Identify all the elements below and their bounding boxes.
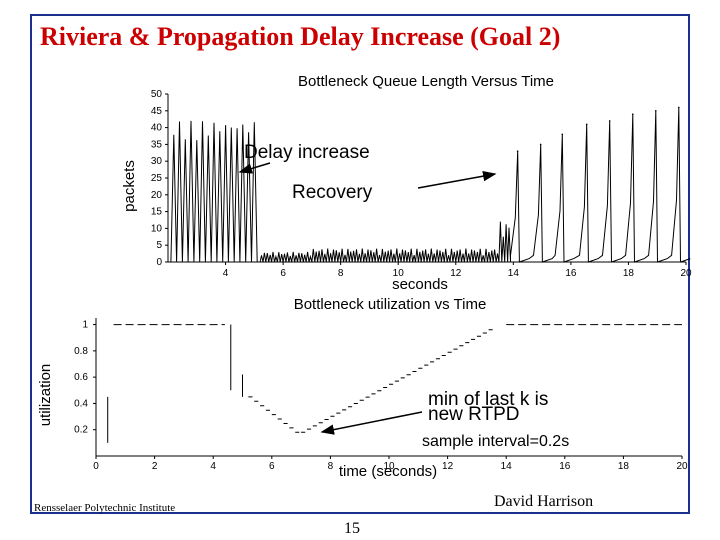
recovery-arrow	[417, 170, 497, 189]
chart2-y-tick-label: 0.6	[74, 372, 88, 383]
chart1-y-tick-label: 15	[151, 207, 163, 218]
chart1-x-tick-label: 10	[393, 268, 405, 279]
chart2-y-tick-label: 0.2	[74, 425, 88, 436]
min-of-last-k-arrow	[320, 411, 423, 435]
chart1-x-tick-label: 12	[450, 268, 462, 279]
chart2-x-tick-label: 10	[383, 461, 395, 472]
queue-peak-point	[516, 150, 519, 152]
chart2-axes	[95, 318, 682, 457]
chart1-x-ticks: 4 6 8 10 12 14 16 18 20	[223, 262, 692, 279]
chart2-y-tick-label: 0.8	[74, 346, 88, 357]
chart2-x-tick-label: 20	[676, 461, 688, 472]
chart2-x-tick-label: 2	[152, 461, 158, 472]
chart1-x-tick-label: 6	[280, 268, 286, 279]
chart2-x-tick-label: 0	[93, 461, 99, 472]
chart2-x-tick-label: 12	[442, 461, 454, 472]
delay-increase-arrow	[238, 162, 271, 174]
queue-length-line	[170, 107, 691, 263]
queue-peak-point	[561, 133, 564, 136]
queue-length-chart: Bottleneck Queue Length Versus Time 0 5 10…	[121, 73, 692, 293]
min-of-last-k-annotation: min of last k is	[428, 389, 548, 410]
chart1-queue-series	[170, 106, 691, 263]
footer-author: David Harrison	[494, 493, 594, 510]
chart1-y-tick-label: 45	[151, 106, 163, 117]
chart1-y-tick-label: 10	[151, 223, 163, 234]
chart1-x-tick-label: 4	[223, 268, 229, 279]
chart1-y-tick-label: 40	[151, 123, 163, 134]
chart2-y-tick-label: 1	[82, 320, 88, 331]
queue-peak-point	[539, 143, 542, 146]
chart2-x-tick-label: 8	[328, 461, 334, 472]
chart1-y-tick-label: 0	[156, 257, 162, 268]
footer-institution: Rensselaer Polytechnic Institute	[34, 502, 176, 514]
chart2-x-tick-label: 18	[618, 461, 630, 472]
utilization-stair-segment	[248, 396, 300, 433]
utilization-chart: Bottleneck utilization vs Time 0.2 0.4 0.6…	[37, 296, 688, 480]
chart2-x-tick-label: 16	[559, 461, 571, 472]
chart1-y-tick-label: 30	[151, 156, 163, 167]
chart1-y-tick-label: 5	[156, 240, 162, 251]
page-number: 15	[344, 520, 360, 537]
chart2-y-ticks: 0.2 0.4 0.6 0.8 1	[74, 320, 96, 436]
chart1-y-tick-label: 25	[151, 173, 163, 184]
chart2-y-label: utilization	[37, 364, 54, 427]
slide-title: Riviera & Propagation Delay Increase (Go…	[40, 22, 561, 51]
chart1-y-ticks: 0 5 10 15 20 25 30 35 40 45 50	[151, 89, 168, 268]
chart1-x-tick-label: 14	[508, 268, 520, 279]
utilization-stair-segment	[301, 329, 493, 433]
chart1-x-tick-label: 8	[338, 268, 344, 279]
chart1-y-tick-label: 50	[151, 89, 163, 100]
new-rtpd-annotation: new RTPD	[428, 404, 520, 425]
chart1-x-label: seconds	[392, 276, 448, 293]
recovery-annotation: Recovery	[292, 182, 373, 203]
chart2-x-label: time (seconds)	[339, 463, 437, 480]
slide-frame	[30, 14, 690, 514]
sample-interval-annotation: sample interval=0.2s	[422, 433, 569, 450]
chart2-x-tick-label: 4	[210, 461, 216, 472]
queue-peak-point	[631, 113, 634, 115]
chart1-y-label: packets	[121, 160, 138, 212]
chart1-y-tick-label: 35	[151, 139, 163, 150]
delay-increase-annotation: Delay increase	[244, 142, 370, 163]
chart2-x-tick-label: 6	[269, 461, 275, 472]
chart2-x-tick-label: 14	[501, 461, 513, 472]
chart1-x-tick-label: 20	[680, 268, 692, 279]
chart2-x-ticks: 0 2 4 6 8 10 12 14 16 18 20	[93, 456, 688, 472]
chart1-y-tick-label: 20	[151, 190, 163, 201]
chart1-x-tick-label: 16	[565, 268, 577, 279]
queue-peak-point	[678, 106, 680, 109]
chart1-x-tick-label: 18	[623, 268, 635, 279]
queue-peak-point	[654, 110, 657, 112]
queue-peak-point	[608, 120, 611, 122]
chart2-y-tick-label: 0.4	[74, 398, 88, 409]
chart2-utilization-series	[107, 324, 682, 443]
chart1-title: Bottleneck Queue Length Versus Time	[298, 73, 554, 90]
chart2-title: Bottleneck utilization vs Time	[294, 296, 487, 313]
queue-peak-point	[585, 123, 588, 126]
